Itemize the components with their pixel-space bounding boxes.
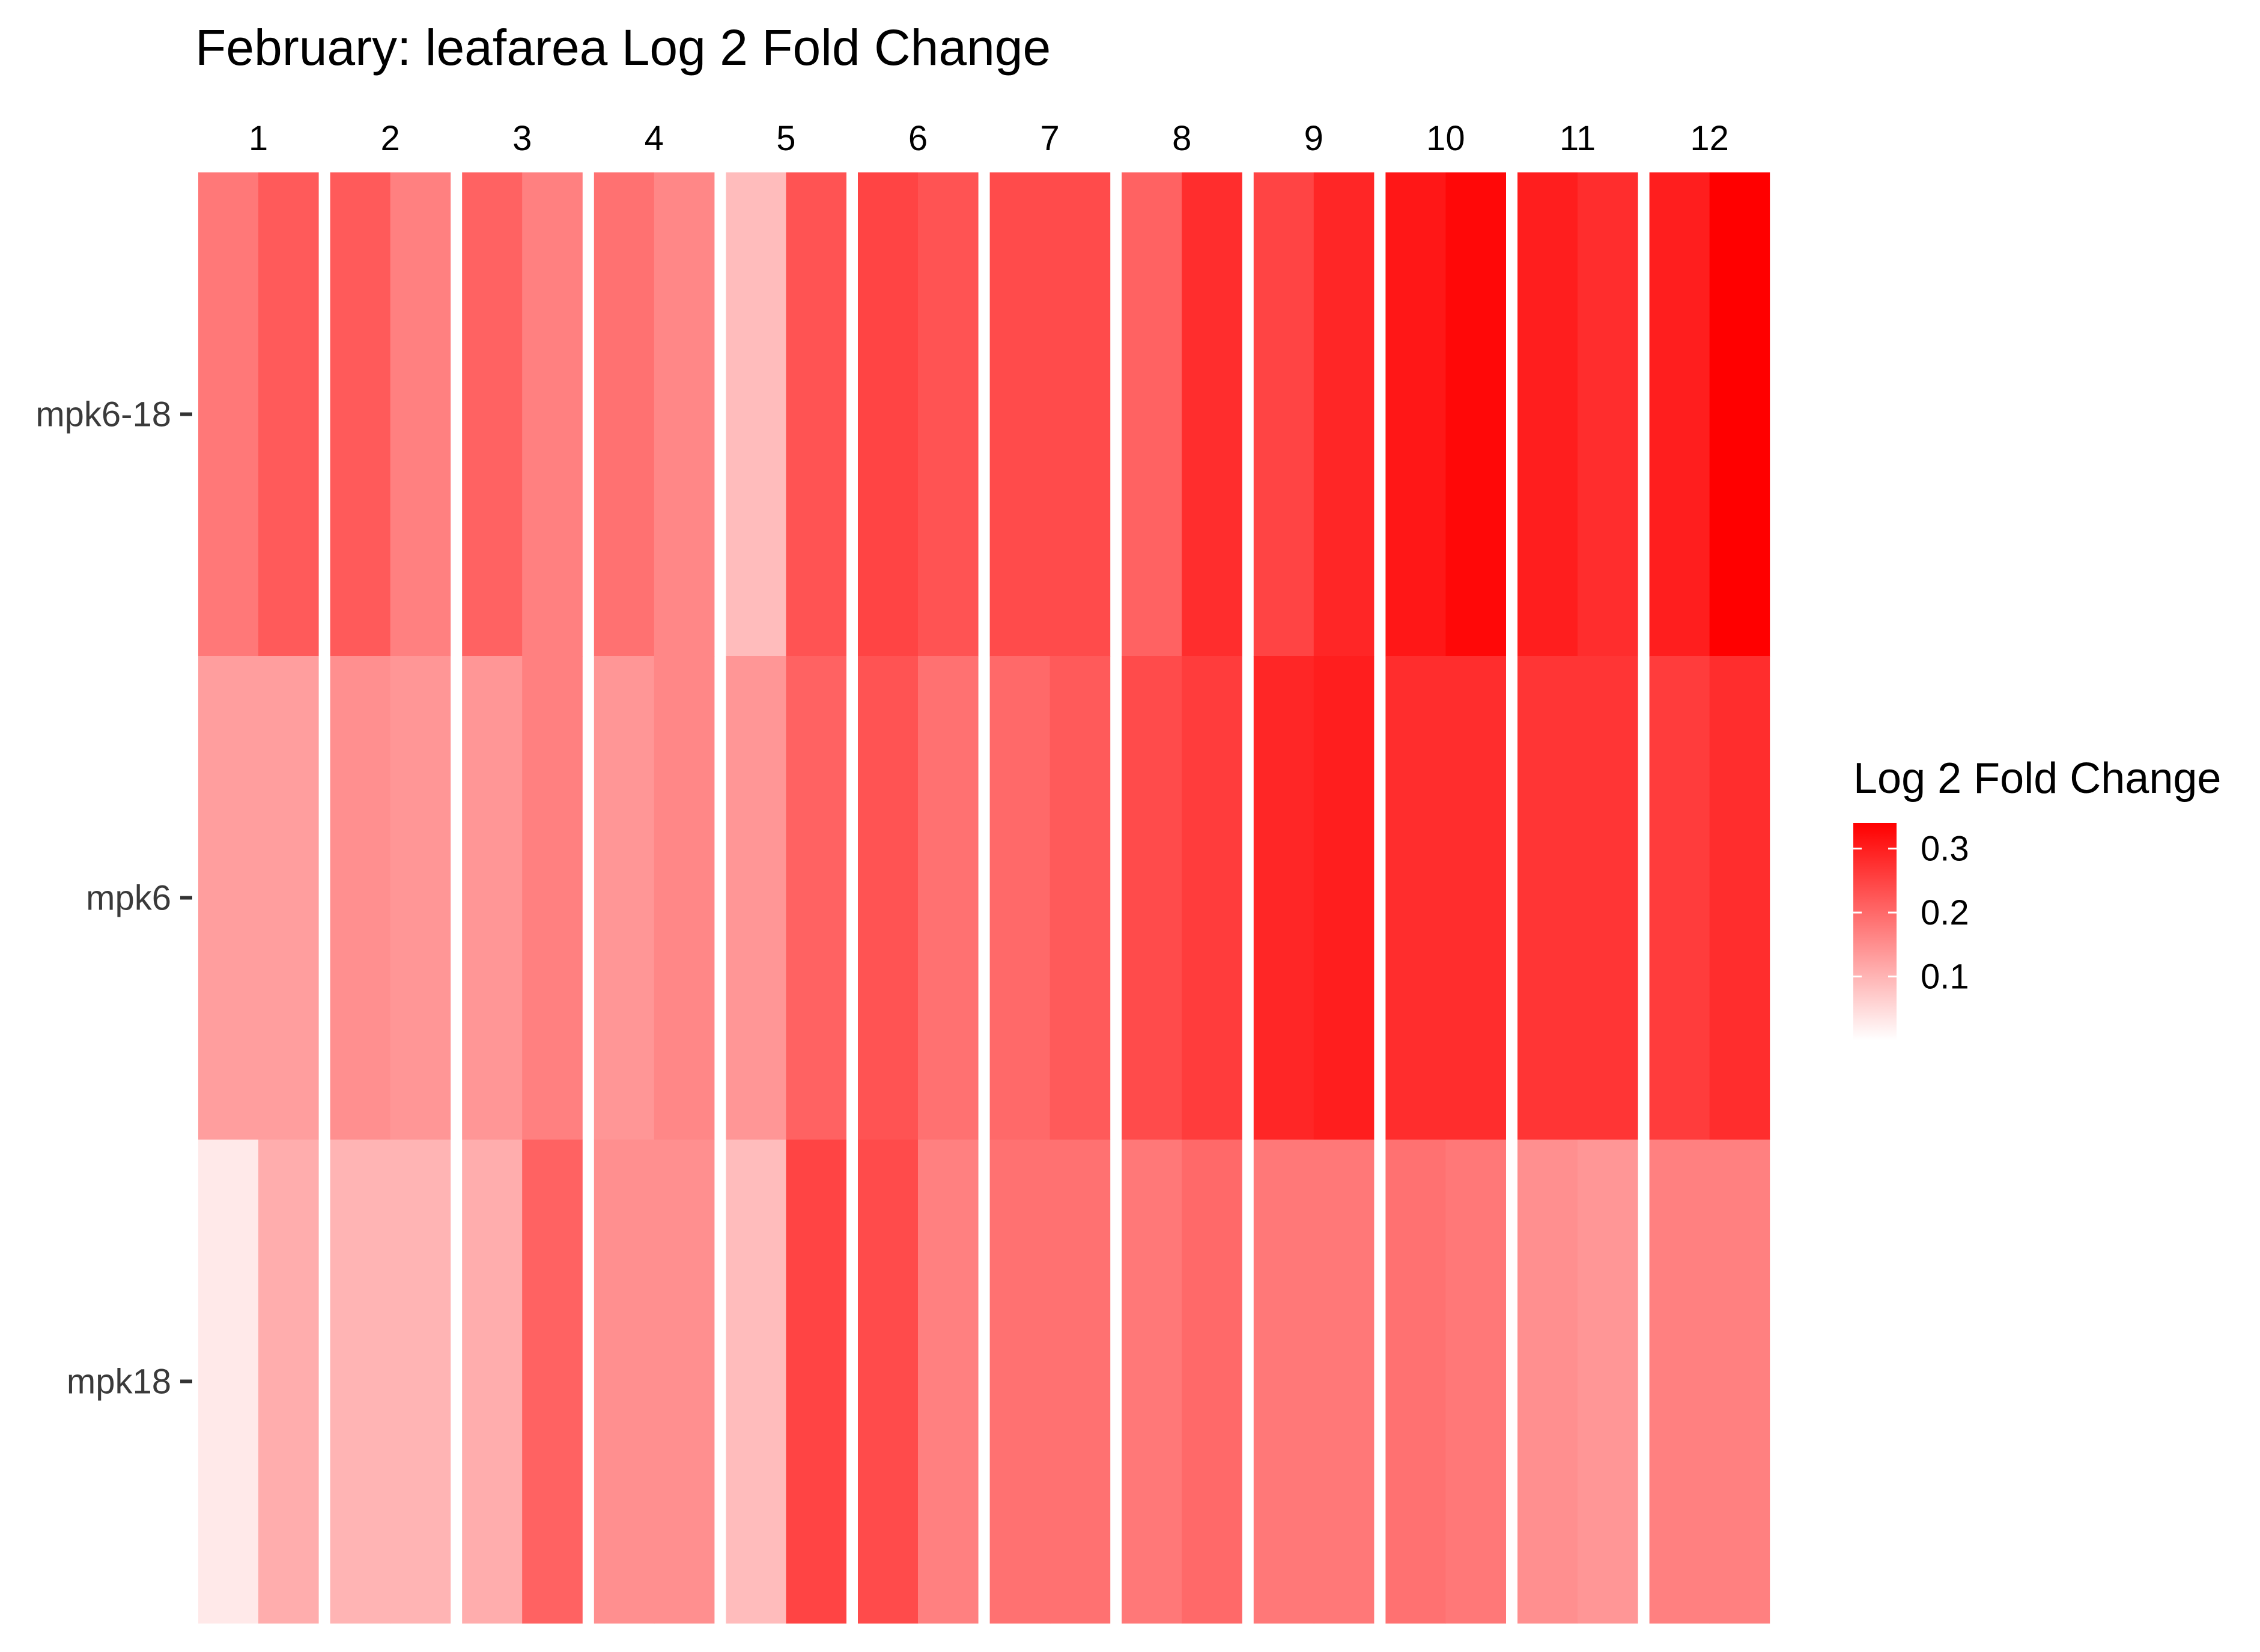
column-label-7: 7 (1040, 119, 1059, 158)
heatmap-cell-mpk18-col1-1 (198, 1140, 259, 1624)
heatmap-cell-mpk6-18-col1-2 (258, 172, 319, 657)
heatmap-cell-mpk6-col6-2 (918, 656, 979, 1140)
heatmap-cell-mpk6-18-col5-2 (786, 172, 846, 657)
heatmap-cell-mpk18-col8-1 (1122, 1140, 1182, 1624)
heatmap-cell-mpk6-col12-1 (1649, 656, 1710, 1140)
heatmap-cell-mpk6-col9-1 (1253, 656, 1314, 1140)
heatmap-cell-mpk6-18-col9-2 (1313, 172, 1375, 657)
heatmap-cell-mpk6-18-col11-1 (1517, 172, 1578, 657)
heatmap-cell-mpk6-18-col11-2 (1578, 172, 1638, 657)
heatmap-cell-mpk6-18-col3-1 (462, 172, 523, 657)
heatmap-cell-mpk6-col1-2 (258, 656, 319, 1140)
heatmap-cell-mpk6-col11-1 (1517, 656, 1578, 1140)
legend-ticks: 0.1 0.2 0.3 (1853, 830, 1969, 997)
heatmap-cell-mpk6-18-col9-1 (1253, 172, 1314, 657)
row-labels: mpk6-18 mpk6 mpk18 (35, 395, 192, 1401)
column-label-12: 12 (1690, 119, 1729, 158)
chart-title: February: leafarea Log 2 Fold Change (195, 19, 1051, 76)
heatmap-cell-mpk6-18-col10-2 (1445, 172, 1506, 657)
heatmap-cell-mpk18-col7-1 (989, 1140, 1051, 1624)
row-label-mpk6: mpk6 (86, 879, 171, 918)
row-label-mpk6-18: mpk6-18 (35, 395, 171, 434)
heatmap-cell-mpk6-col10-2 (1445, 656, 1506, 1140)
column-label-9: 9 (1304, 119, 1323, 158)
heatmap-cell-mpk18-col5-2 (786, 1140, 846, 1624)
column-label-8: 8 (1172, 119, 1191, 158)
heatmap-cell-mpk6-18-col4-1 (594, 172, 655, 657)
column-label-10: 10 (1426, 119, 1465, 158)
heatmap-cell-mpk6-col1-1 (198, 656, 259, 1140)
heatmap-cell-mpk6-col8-1 (1122, 656, 1182, 1140)
heatmap-cell-mpk6-col8-2 (1182, 656, 1242, 1140)
heatmap-cell-mpk6-col7-1 (989, 656, 1051, 1140)
heatmap-cell-mpk6-18-col3-2 (522, 172, 583, 657)
column-label-11: 11 (1560, 119, 1596, 158)
heatmap-cell-mpk6-col12-2 (1709, 656, 1770, 1140)
heatmap-cell-mpk18-col3-2 (522, 1140, 583, 1624)
heatmap-cell-mpk6-col7-2 (1050, 656, 1111, 1140)
heatmap-cell-mpk6-18-col8-2 (1182, 172, 1242, 657)
column-label-3: 3 (512, 119, 532, 158)
heatmap-cell-mpk18-col8-2 (1182, 1140, 1242, 1624)
heatmap-cell-mpk18-col1-2 (258, 1140, 319, 1624)
heatmap-cell-mpk6-col9-2 (1313, 656, 1375, 1140)
heatmap-cell-mpk6-col5-1 (726, 656, 786, 1140)
heatmap-cell-mpk18-col4-1 (594, 1140, 655, 1624)
column-label-2: 2 (380, 119, 399, 158)
heatmap-cell-mpk6-col4-2 (654, 656, 715, 1140)
heatmap-cell-mpk6-col10-1 (1385, 656, 1446, 1140)
column-label-4: 4 (645, 119, 664, 158)
legend-tick-label-0.1: 0.1 (1921, 958, 1969, 997)
heatmap-cell-mpk6-col4-1 (594, 656, 655, 1140)
heatmap-cell-mpk18-col12-1 (1649, 1140, 1710, 1624)
heatmap-cell-mpk18-col4-2 (654, 1140, 715, 1624)
legend: Log 2 Fold Change 0.1 0.2 0.3 (1853, 755, 2221, 1040)
column-label-6: 6 (908, 119, 928, 158)
column-label-5: 5 (776, 119, 795, 158)
heatmap-cell-mpk18-col12-2 (1709, 1140, 1770, 1624)
heatmap-cell-mpk18-col10-1 (1385, 1140, 1446, 1624)
heatmap-cell-mpk6-col3-2 (522, 656, 583, 1140)
heatmap-cell-mpk18-col2-1 (330, 1140, 391, 1624)
heatmap-cell-mpk6-col5-2 (786, 656, 846, 1140)
heatmap-cell-mpk6-col2-2 (390, 656, 451, 1140)
legend-colorbar (1853, 823, 1897, 1040)
column-labels: 1 2 3 4 5 6 7 8 9 10 11 12 (249, 119, 1729, 158)
heatmap-cell-mpk18-col3-1 (462, 1140, 523, 1624)
column-label-1: 1 (249, 119, 268, 158)
row-label-mpk18: mpk18 (67, 1362, 171, 1401)
heatmap-cell-mpk6-18-col6-2 (918, 172, 979, 657)
heatmap-cell-mpk18-col6-1 (858, 1140, 919, 1624)
heatmap-cell-mpk6-col11-2 (1578, 656, 1638, 1140)
heatmap-cell-mpk6-18-col4-2 (654, 172, 715, 657)
heatmap-cell-mpk6-18-col7-2 (1050, 172, 1111, 657)
heatmap-cell-mpk18-col9-1 (1253, 1140, 1314, 1624)
heatmap-cell-mpk6-18-col7-1 (989, 172, 1051, 657)
heatmap-cell-mpk18-col10-2 (1445, 1140, 1506, 1624)
heatmap-cell-mpk6-18-col2-2 (390, 172, 451, 657)
legend-tick-label-0.2: 0.2 (1921, 893, 1969, 932)
heatmap-cell-mpk18-col5-1 (726, 1140, 786, 1624)
heatmap-cell-mpk18-col7-2 (1050, 1140, 1111, 1624)
heatmap-cell-mpk6-col2-1 (330, 656, 391, 1140)
heatmap-cell-mpk6-18-col10-1 (1385, 172, 1446, 657)
heatmap-cell-mpk6-18-col1-1 (198, 172, 259, 657)
heatmap-cell-mpk6-col6-1 (858, 656, 919, 1140)
heatmap-cell-mpk6-18-col5-1 (726, 172, 786, 657)
legend-tick-label-0.3: 0.3 (1921, 830, 1969, 869)
heatmap-cell-mpk6-18-col12-2 (1709, 172, 1770, 657)
heatmap-cell-mpk18-col2-2 (390, 1140, 451, 1624)
heatmap-cells (198, 172, 1770, 1624)
heatmap-cell-mpk6-18-col6-1 (858, 172, 919, 657)
heatmap-cell-mpk18-col11-1 (1517, 1140, 1578, 1624)
heatmap-cell-mpk6-col3-1 (462, 656, 523, 1140)
heatmap-cell-mpk18-col6-2 (918, 1140, 979, 1624)
heatmap-cell-mpk18-col11-2 (1578, 1140, 1638, 1624)
heatmap-cell-mpk18-col9-2 (1313, 1140, 1375, 1624)
heatmap-cell-mpk6-18-col8-1 (1122, 172, 1182, 657)
heatmap-cell-mpk6-18-col12-1 (1649, 172, 1710, 657)
legend-title: Log 2 Fold Change (1853, 755, 2221, 803)
heatmap-cell-mpk6-18-col2-1 (330, 172, 391, 657)
